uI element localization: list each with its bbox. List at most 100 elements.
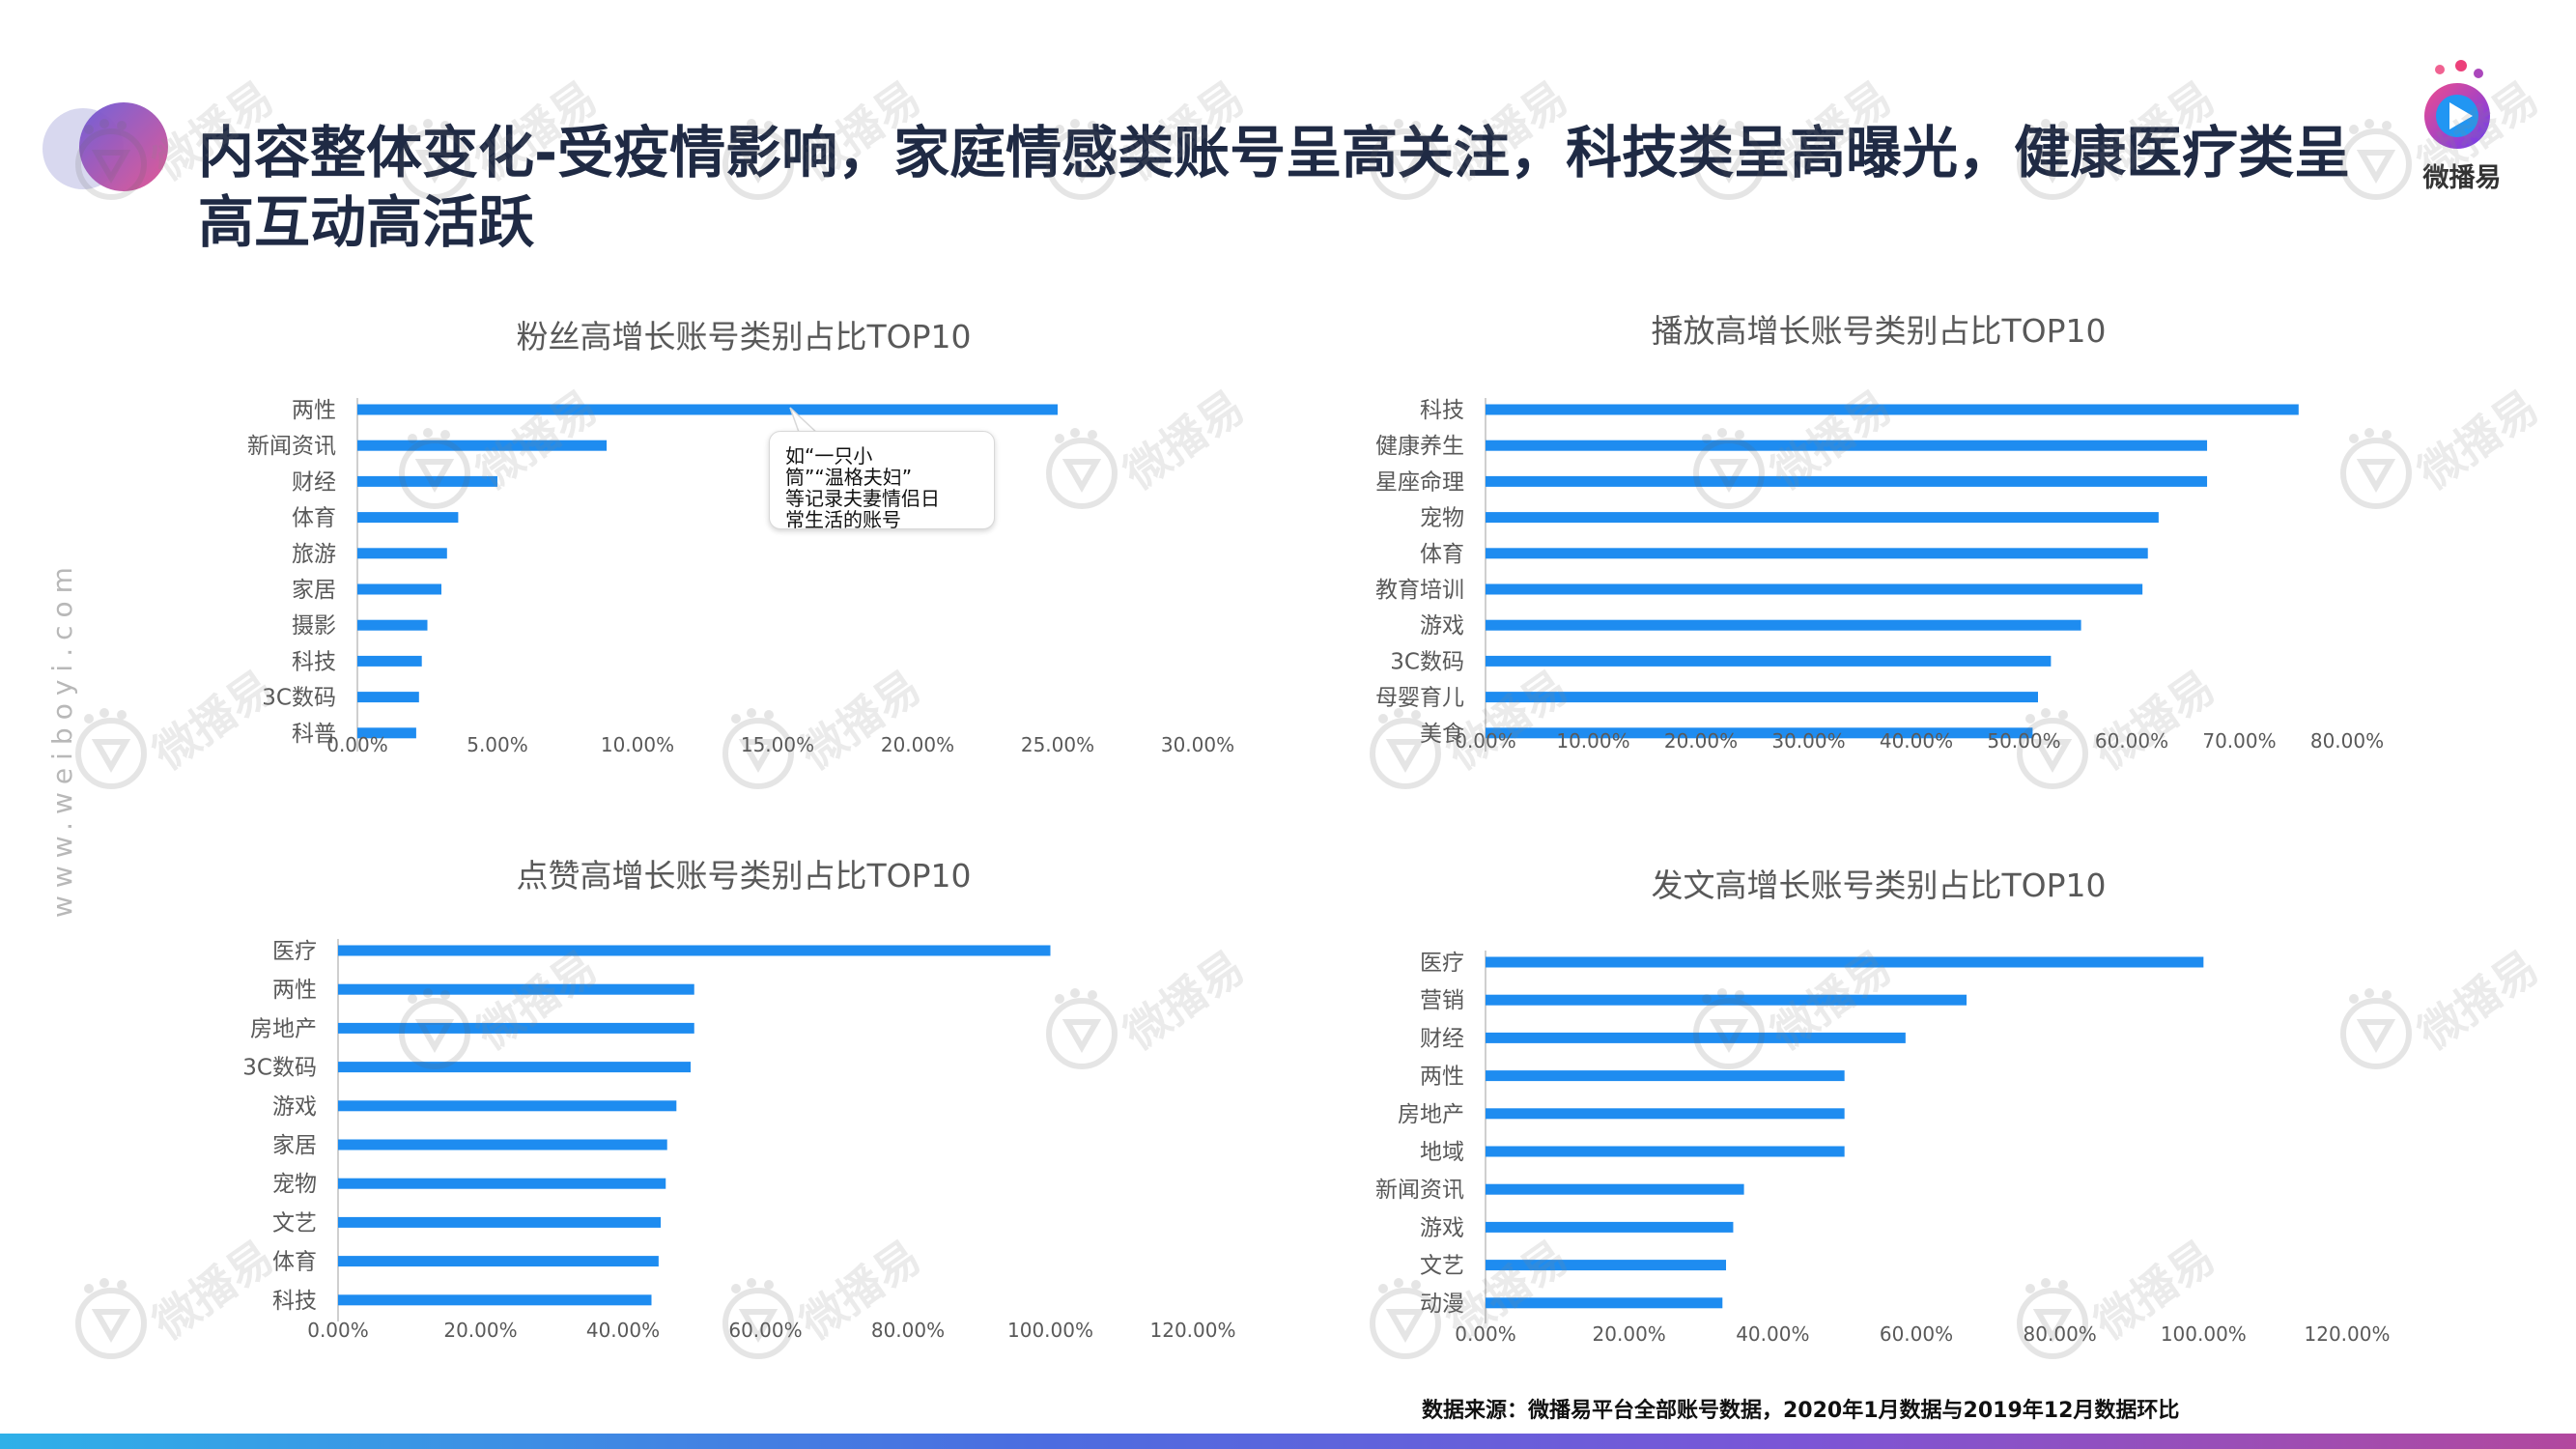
category-label: 体育 xyxy=(1420,542,1464,567)
bar xyxy=(1486,1297,1723,1309)
x-tick-label: 120.00% xyxy=(2305,1322,2391,1346)
side-url: www.weiboyi.com xyxy=(46,559,78,918)
bar xyxy=(1486,1260,1727,1271)
callout-line: 如“一只小 xyxy=(785,444,873,468)
x-tick-label: 80.00% xyxy=(2310,729,2384,753)
bar xyxy=(338,1100,677,1112)
category-label: 营销 xyxy=(1420,988,1464,1013)
callout-line: 等记录夫妻情侣日 xyxy=(785,487,940,510)
bar xyxy=(338,1022,694,1034)
x-tick-label: 25.00% xyxy=(1021,733,1094,756)
category-label: 教育培训 xyxy=(1375,578,1464,603)
category-label: 旅游 xyxy=(292,542,336,567)
page-title: 内容整体变化-受疫情影响，家庭情感类账号呈高关注，科技类呈高曝光，健康医疗类呈高… xyxy=(198,120,2351,255)
category-label: 摄影 xyxy=(292,613,336,639)
bar xyxy=(338,945,1051,956)
bar xyxy=(357,583,441,595)
category-label: 母婴育儿 xyxy=(1375,686,1464,711)
category-label: 两性 xyxy=(1420,1065,1464,1090)
bar xyxy=(1486,727,2033,739)
x-tick-label: 20.00% xyxy=(1664,729,1738,753)
x-tick-label: 0.00% xyxy=(1455,1322,1516,1346)
x-tick-label: 0.00% xyxy=(326,733,388,756)
category-label: 健康养生 xyxy=(1375,434,1464,459)
category-label: 宠物 xyxy=(272,1172,317,1197)
watermark-text: 微播易 xyxy=(2408,380,2548,500)
category-label: 两性 xyxy=(292,398,336,423)
bar xyxy=(1486,1108,1845,1120)
bar xyxy=(357,548,447,559)
x-tick-label: 5.00% xyxy=(467,733,528,756)
category-label: 地域 xyxy=(1420,1140,1464,1165)
x-tick-label: 20.00% xyxy=(1593,1322,1666,1346)
category-label: 星座命理 xyxy=(1375,469,1464,495)
callout-line: 筒”“温格夫妇” xyxy=(785,466,913,489)
bar xyxy=(1486,1183,1744,1195)
category-label: 房地产 xyxy=(1398,1102,1464,1127)
category-label: 两性 xyxy=(272,978,317,1003)
bar xyxy=(338,1216,662,1228)
category-label: 游戏 xyxy=(272,1094,317,1120)
chart-title: 点赞高增长账号类别占比TOP10 xyxy=(516,857,971,895)
category-label: 财经 xyxy=(292,469,336,495)
bar xyxy=(357,655,422,667)
bar xyxy=(1486,548,2148,559)
callout-note: 如“一只小 筒”“温格夫妇” 等记录夫妻情侣日 常生活的账号 xyxy=(769,431,995,531)
category-label: 家居 xyxy=(272,1133,317,1158)
category-label: 科技 xyxy=(272,1289,317,1314)
bar xyxy=(1486,512,2159,524)
category-label: 科普 xyxy=(292,722,336,747)
chart-posts-growth: 发文高增长账号类别占比TOP10 医疗 营销 财经 两性 房地产 地域 新闻资讯 游戏 文艺 动漫 0… xyxy=(1352,850,2395,1391)
category-label: 体育 xyxy=(272,1250,317,1275)
x-tick-label: 60.00% xyxy=(1880,1322,1953,1346)
watermark-icon xyxy=(75,1278,147,1359)
x-tick-label: 60.00% xyxy=(728,1319,802,1342)
bar xyxy=(357,440,608,451)
weiboyi-logo-icon xyxy=(2424,60,2490,149)
category-label: 科技 xyxy=(1420,398,1464,423)
x-tick-label: 0.00% xyxy=(1455,729,1516,753)
bar xyxy=(357,692,419,703)
x-tick-label: 80.00% xyxy=(871,1319,945,1342)
x-tick-label: 50.00% xyxy=(1987,729,2060,753)
x-tick-label: 100.00% xyxy=(1007,1319,1093,1342)
bar xyxy=(357,512,459,524)
x-tick-label: 0.00% xyxy=(307,1319,369,1342)
bottom-gradient-band xyxy=(0,1434,2576,1449)
bar xyxy=(1486,475,2208,487)
header-decoration xyxy=(42,102,168,191)
x-tick-label: 100.00% xyxy=(2161,1322,2247,1346)
bar xyxy=(1486,1070,1845,1082)
bar xyxy=(338,983,694,995)
bar xyxy=(1486,655,2052,667)
x-tick-label: 60.00% xyxy=(2095,729,2168,753)
bar xyxy=(357,404,1058,415)
x-tick-label: 10.00% xyxy=(1556,729,1629,753)
bar xyxy=(1486,692,2038,703)
bar xyxy=(338,1139,667,1151)
category-label: 动漫 xyxy=(1420,1292,1464,1317)
x-tick-label: 80.00% xyxy=(2024,1322,2097,1346)
x-tick-label: 40.00% xyxy=(1880,729,1953,753)
category-label: 家居 xyxy=(292,578,336,603)
chart-title: 发文高增长账号类别占比TOP10 xyxy=(1651,867,2106,904)
bar xyxy=(1486,583,2143,595)
callout-line: 常生活的账号 xyxy=(785,508,901,531)
bar xyxy=(1486,404,2299,415)
x-tick-label: 30.00% xyxy=(1161,733,1234,756)
category-label: 医疗 xyxy=(1420,951,1464,976)
category-label: 3C数码 xyxy=(242,1056,317,1081)
chart-fans-growth: 粉丝高增长账号类别占比TOP10 两性 新闻资讯 财经 体育 旅游 家居 摄影 科技 3C数码 科普… xyxy=(222,307,1265,848)
bar xyxy=(338,1294,652,1306)
chart-play-growth: 播放高增长账号类别占比TOP10 科技 健康养生 星座命理 宠物 体育 教育培训 游戏 3C数码… xyxy=(1352,301,2395,842)
bar xyxy=(1486,440,2208,451)
chart-likes-growth: 点赞高增长账号类别占比TOP10 医疗 两性 房地产 3C数码 游戏 家居 宠物 文艺 体育 科技 0… xyxy=(203,844,1246,1385)
bar xyxy=(357,475,497,487)
chart-title: 粉丝高增长账号类别占比TOP10 xyxy=(516,318,971,355)
bar xyxy=(1486,956,2204,968)
x-tick-label: 70.00% xyxy=(2202,729,2276,753)
watermark-text: 微播易 xyxy=(2408,940,2548,1061)
